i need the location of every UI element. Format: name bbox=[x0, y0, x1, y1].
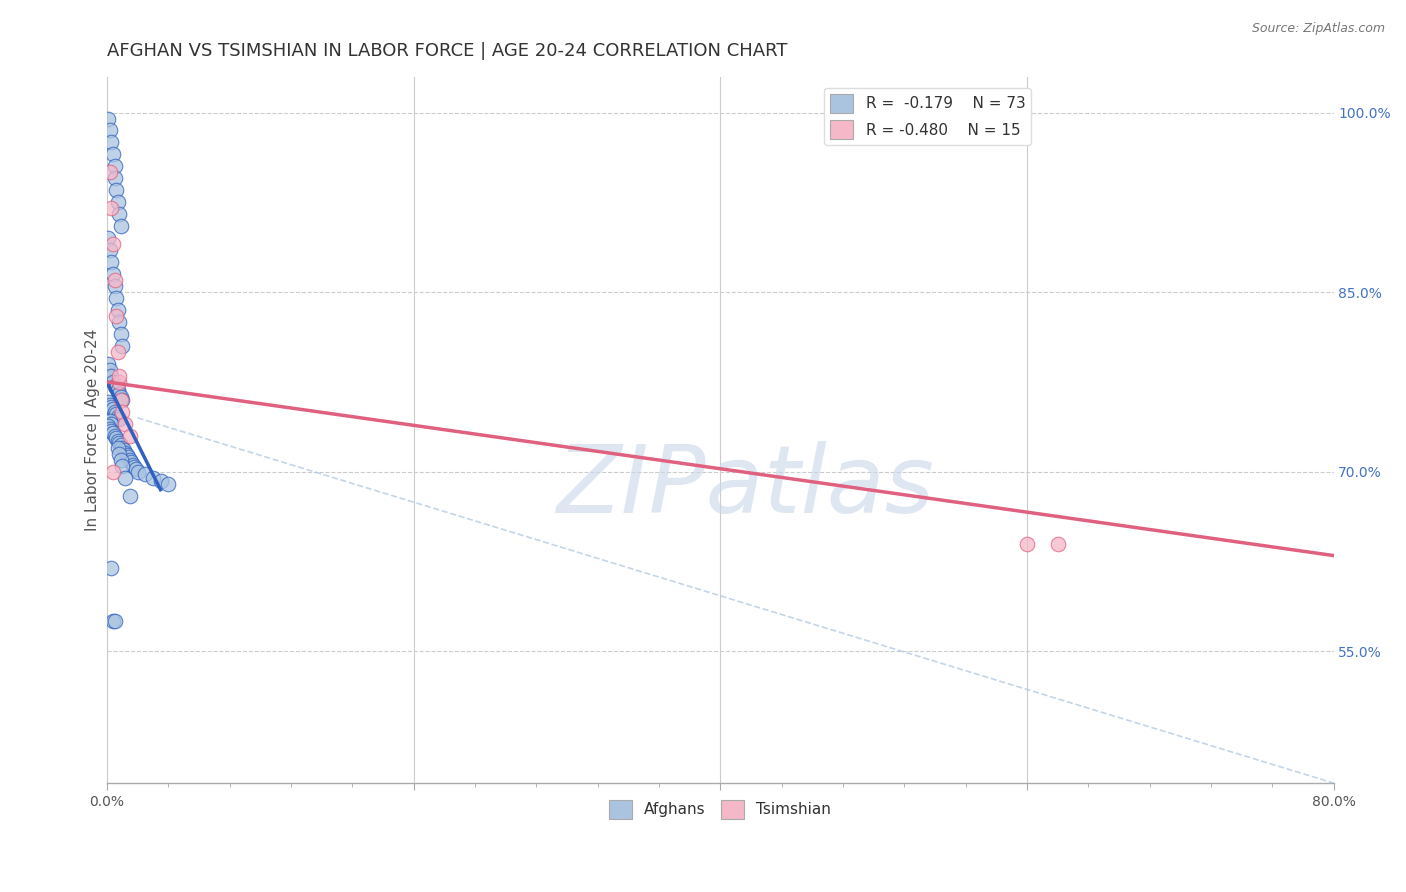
Point bbox=[98, 414, 121, 428]
Point bbox=[111, 441, 134, 455]
Point bbox=[110, 452, 132, 467]
Point bbox=[98, 244, 121, 258]
Point bbox=[1015, 536, 1038, 550]
Point bbox=[122, 458, 145, 472]
Point bbox=[108, 375, 131, 389]
Point bbox=[111, 458, 134, 473]
Point bbox=[105, 309, 128, 323]
Point bbox=[157, 476, 180, 491]
Point bbox=[103, 273, 125, 287]
Point bbox=[111, 392, 134, 407]
Point bbox=[108, 315, 131, 329]
Point bbox=[101, 147, 124, 161]
Point bbox=[97, 419, 120, 434]
Point bbox=[103, 171, 125, 186]
Point bbox=[124, 459, 146, 474]
Point bbox=[107, 409, 129, 424]
Legend: Afghans, Tsimshian: Afghans, Tsimshian bbox=[603, 794, 838, 825]
Text: Source: ZipAtlas.com: Source: ZipAtlas.com bbox=[1251, 22, 1385, 36]
Point bbox=[105, 183, 128, 197]
Point bbox=[108, 368, 131, 383]
Point bbox=[111, 405, 134, 419]
Point bbox=[118, 489, 141, 503]
Text: AFGHAN VS TSIMSHIAN IN LABOR FORCE | AGE 20-24 CORRELATION CHART: AFGHAN VS TSIMSHIAN IN LABOR FORCE | AGE… bbox=[107, 42, 787, 60]
Point bbox=[105, 291, 128, 305]
Point bbox=[98, 398, 121, 412]
Point bbox=[108, 207, 131, 221]
Point bbox=[101, 267, 124, 281]
Point bbox=[149, 475, 172, 489]
Point bbox=[97, 231, 120, 245]
Point bbox=[98, 422, 121, 436]
Point bbox=[100, 368, 122, 383]
Point bbox=[107, 434, 129, 448]
Point bbox=[108, 412, 131, 426]
Point bbox=[103, 378, 125, 392]
Point bbox=[101, 402, 124, 417]
Point bbox=[107, 441, 129, 455]
Point bbox=[134, 467, 156, 482]
Point bbox=[110, 391, 132, 405]
Point bbox=[100, 136, 122, 150]
Point bbox=[103, 279, 125, 293]
Point bbox=[105, 407, 128, 421]
Point bbox=[100, 400, 122, 414]
Point bbox=[1046, 536, 1069, 550]
Point bbox=[107, 384, 129, 398]
Point bbox=[100, 560, 122, 574]
Point bbox=[114, 471, 136, 485]
Y-axis label: In Labor Force | Age 20-24: In Labor Force | Age 20-24 bbox=[86, 328, 101, 531]
Point bbox=[103, 160, 125, 174]
Point bbox=[101, 237, 124, 252]
Point bbox=[118, 452, 141, 467]
Point bbox=[100, 255, 122, 269]
Point bbox=[105, 431, 128, 445]
Point bbox=[107, 303, 129, 318]
Point bbox=[112, 443, 135, 458]
Point bbox=[98, 363, 121, 377]
Point bbox=[100, 417, 122, 431]
Point bbox=[98, 123, 121, 137]
Point bbox=[110, 438, 132, 452]
Point bbox=[120, 455, 142, 469]
Point bbox=[97, 395, 120, 409]
Point bbox=[110, 392, 132, 407]
Point bbox=[103, 429, 125, 443]
Point bbox=[107, 345, 129, 359]
Point bbox=[101, 375, 124, 389]
Point bbox=[125, 462, 148, 476]
Point bbox=[97, 112, 120, 126]
Point bbox=[142, 471, 165, 485]
Point bbox=[98, 165, 121, 179]
Point bbox=[100, 424, 122, 438]
Point bbox=[110, 219, 132, 234]
Point bbox=[101, 426, 124, 441]
Point bbox=[114, 445, 136, 459]
Point bbox=[100, 202, 122, 216]
Point bbox=[115, 448, 138, 462]
Point bbox=[117, 450, 139, 465]
Point bbox=[108, 447, 131, 461]
Point bbox=[108, 436, 131, 450]
Point bbox=[118, 429, 141, 443]
Point bbox=[111, 339, 134, 353]
Point bbox=[101, 615, 124, 629]
Point bbox=[127, 465, 149, 479]
Point bbox=[105, 381, 128, 395]
Point bbox=[110, 326, 132, 341]
Point bbox=[114, 417, 136, 431]
Point bbox=[103, 405, 125, 419]
Point bbox=[103, 615, 125, 629]
Point bbox=[101, 465, 124, 479]
Text: ZIPatlas: ZIPatlas bbox=[555, 441, 934, 532]
Point bbox=[108, 387, 131, 401]
Point bbox=[107, 195, 129, 210]
Point bbox=[97, 357, 120, 371]
